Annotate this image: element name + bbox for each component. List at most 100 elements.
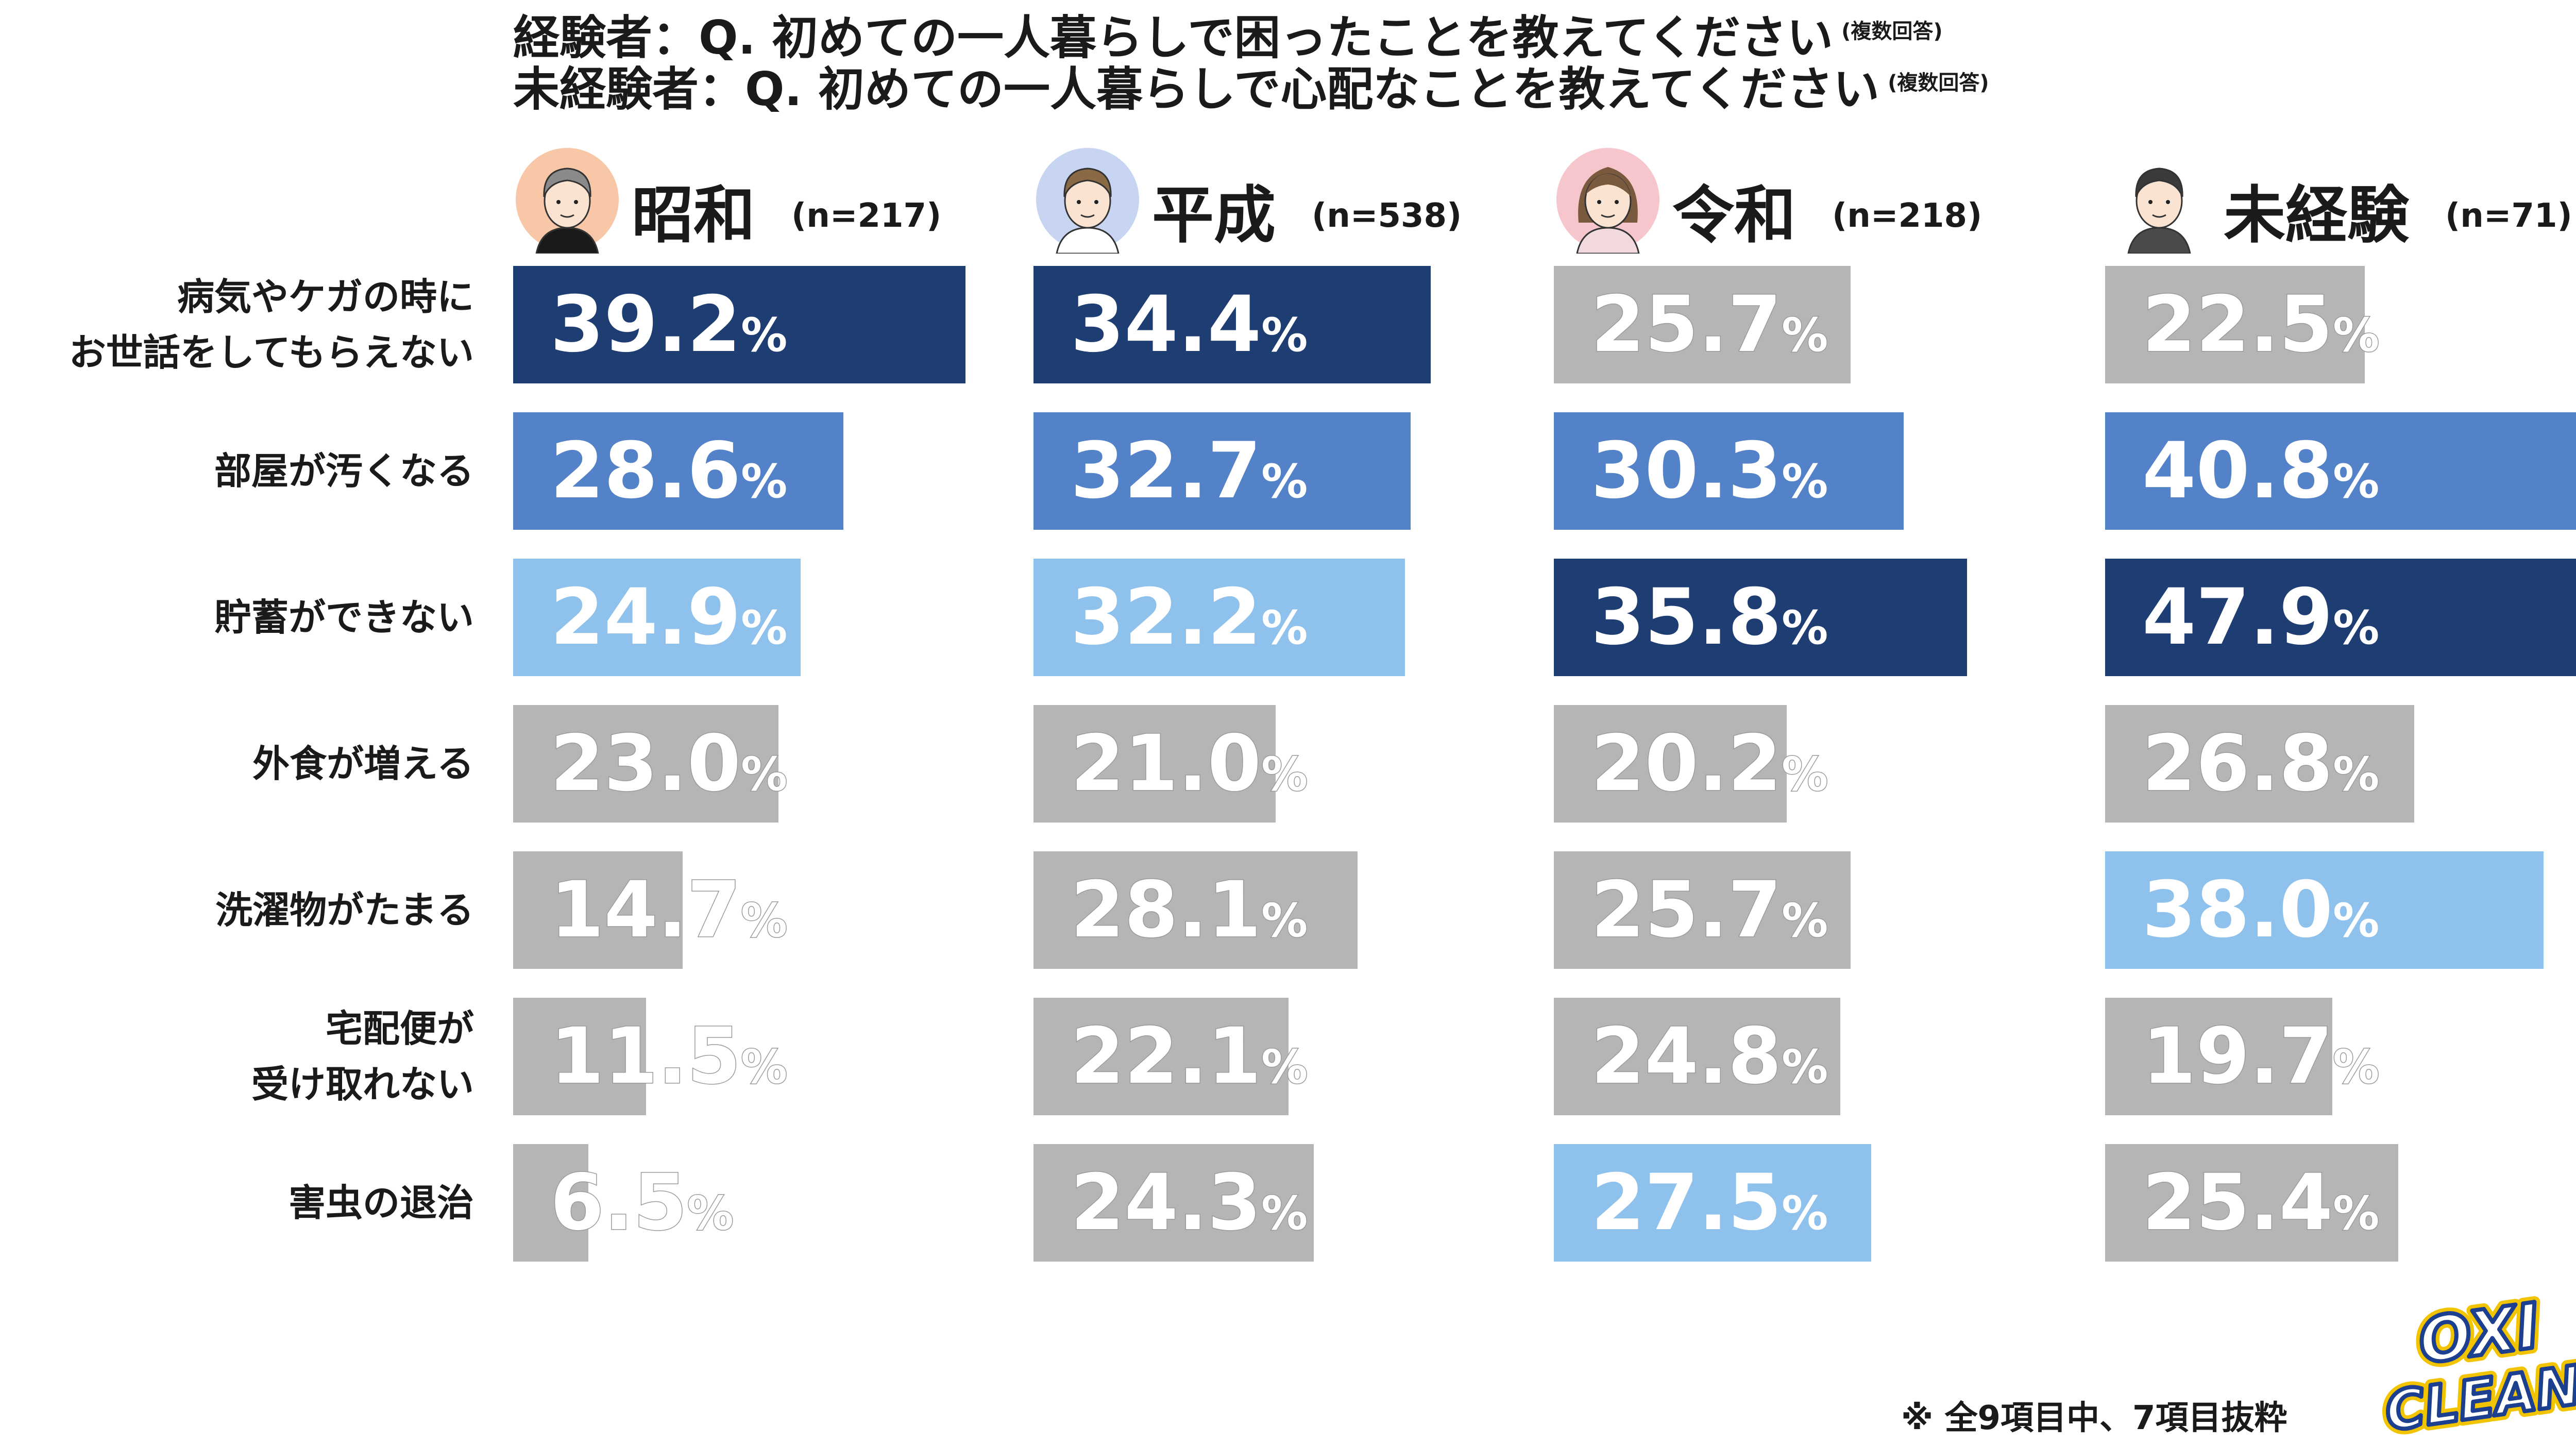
bar-value-unit: % [1261,747,1309,802]
bar-value-number: 11.5 [549,1011,741,1102]
bar-value-number: 25.4 [2141,1157,2333,1249]
bar-value-unit: % [1781,893,1829,949]
bar-value-number: 47.9 [2142,573,2333,662]
bar [1554,266,1851,383]
bar-value-number: 23.0 [549,718,741,810]
bar [2105,412,2576,530]
bar [1554,851,1851,969]
bar-value-number: 32.7 [1071,426,1262,516]
bar-value-label: 22.5% [2141,266,2380,394]
bar [1554,705,1787,823]
bar-value-label: 26.8% [2141,705,2380,833]
bar-value-unit: % [2333,894,2380,948]
bar-value-number: 24.9 [550,573,741,662]
bar-value-number: 39.2 [550,280,741,370]
bar-value-unit: % [1261,455,1308,509]
bar-value-unit: % [1261,308,1308,362]
bar-value-label: 30.3% [1591,412,1828,541]
bar-value-unit: % [2332,1186,2380,1241]
bar [1033,266,1431,383]
series-sample-size: (n=538) [1312,197,1462,235]
bar [1033,1144,1314,1262]
bar-value-unit: % [1261,893,1309,949]
young-man-hoodie-avatar-icon [2108,148,2211,254]
bar [2105,998,2333,1115]
bar [1554,1144,1871,1262]
bar-value-number: 28.1 [1070,865,1262,956]
bar-value-label: 14.7% [549,851,788,980]
category-label: 外食が増える [252,742,474,785]
bar [1033,559,1405,676]
bar-value-unit: % [2332,1039,2380,1095]
bar [1554,559,1967,676]
bar-value-number: 38.0 [2142,865,2333,955]
category-label: 洗濯物がたまる [215,888,474,932]
bar-value-unit: % [740,1039,788,1095]
series-name: 令和 [1672,180,1796,251]
bar-value-label: 20.2% [1590,705,1828,833]
series-sample-size: (n=71) [2445,197,2572,235]
bar-value-number: 25.7 [1590,279,1782,371]
bar-value-unit: % [1782,601,1828,655]
bar [1033,998,1289,1115]
bar [513,998,646,1115]
chart-title-2-text: 未経験者：Q. 初めての一人暮らしで心配なことを教えてください [513,62,1880,116]
bar [1033,851,1358,969]
bar [2105,851,2544,969]
bar-value-label: 28.1% [1070,851,1309,980]
series-name: 平成 [1152,180,1276,251]
bar-value-label: 32.7% [1071,412,1308,541]
chart-title-line-2: 未経験者：Q. 初めての一人暮らしで心配なことを教えてください (複数回答) [513,52,1989,119]
bar [513,851,683,969]
bar-value-label: 34.4% [1071,266,1308,394]
bar-value-label: 22.1% [1070,998,1308,1126]
series-name: 未経験 [2224,180,2409,251]
bar [2105,705,2415,823]
bar-value-unit: % [1781,308,1829,363]
bar-value-unit: % [2332,747,2380,802]
bar-value-unit: % [1782,1186,1828,1240]
bar-value-number: 22.1 [1070,1011,1262,1102]
series-sample-size: (n=217) [791,197,942,235]
bar-value-label: 39.2% [550,266,787,394]
bar-value-unit: % [1261,1186,1309,1241]
bar-value-number: 28.6 [550,426,741,516]
chart-title-line-1: 経験者：Q. 初めての一人暮らしで困ったことを教えてください (複数回答) [513,0,1943,67]
category-label: 貯蓄ができない [214,596,474,639]
bar [513,266,966,383]
bar-value-label: 19.7% [2141,998,2380,1126]
bar-value-unit: % [740,893,788,949]
bar-value-number: 32.2 [1071,573,1262,662]
bar-value-label: 6.5% [550,1144,735,1272]
bar-value-unit: % [741,308,788,362]
bar-value-label: 24.9% [550,559,787,687]
bar-value-unit: % [741,455,788,509]
bar-value-number: 20.2 [1590,718,1782,810]
bar [1033,412,1411,530]
bar-value-number: 40.8 [2142,426,2333,516]
bar-value-unit: % [1261,601,1308,655]
bar [2105,266,2365,383]
bar-value-number: 25.7 [1590,865,1782,956]
bar-value-number: 24.3 [1070,1157,1262,1249]
bar-value-label: 25.4% [2141,1144,2380,1272]
bar-value-number: 21.0 [1070,718,1262,810]
bar [2105,559,2576,676]
bar [513,1144,588,1262]
bar-value-number: 34.4 [1071,280,1262,370]
bar [513,412,843,530]
footnote: ※ 全9項目中、7項目抜粋 [1901,1399,2287,1437]
bar-value-unit: % [686,1186,734,1241]
bar-value-label: 24.3% [1070,1144,1309,1272]
bar-value-label: 11.5% [549,998,788,1126]
bar-value-label: 25.7% [1590,266,1829,394]
bar-value-unit: % [740,747,788,802]
older-man-avatar-icon [516,148,619,254]
category-label: 宅配便が 受け取れない [251,1007,474,1106]
bar-value-label: 24.8% [1590,998,1828,1126]
bar-value-unit: % [2333,455,2380,509]
bar [513,559,801,676]
bar-value-label: 23.0% [549,705,788,833]
series-name: 昭和 [632,180,755,251]
